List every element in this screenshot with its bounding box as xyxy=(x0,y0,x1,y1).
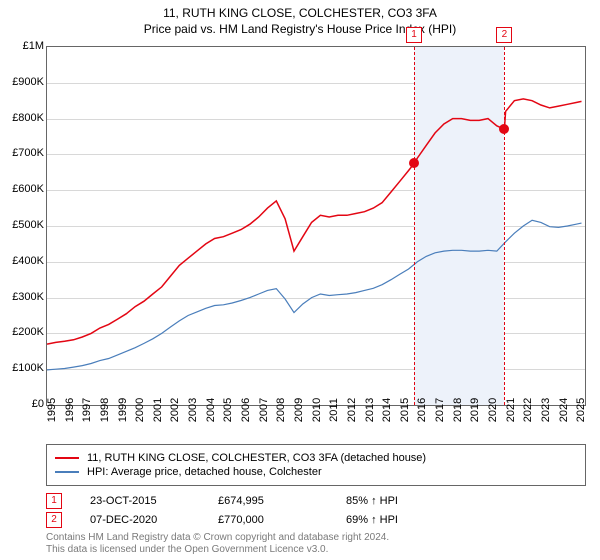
annotation-date: 07-DEC-2020 xyxy=(90,514,190,526)
footer-attribution: Contains HM Land Registry data © Crown c… xyxy=(46,532,389,556)
event-marker: 2 xyxy=(496,27,512,43)
y-axis-tick: £600K xyxy=(4,183,44,195)
event-dot xyxy=(499,124,509,134)
y-axis-tick: £400K xyxy=(4,255,44,267)
annotation-table: 1 23-OCT-2015 £674,995 85% ↑ HPI 2 07-DEC-202… xyxy=(46,490,586,531)
legend-item: HPI: Average price, detached house, Colc… xyxy=(55,466,577,478)
legend-swatch xyxy=(55,471,79,473)
y-axis-tick: £700K xyxy=(4,147,44,159)
annotation-price: £770,000 xyxy=(218,514,318,526)
event-dot xyxy=(409,158,419,168)
y-axis-tick: £900K xyxy=(4,76,44,88)
annotation-date: 23-OCT-2015 xyxy=(90,495,190,507)
y-axis-tick: £200K xyxy=(4,326,44,338)
legend-label: HPI: Average price, detached house, Colc… xyxy=(87,466,322,478)
y-axis-tick: £100K xyxy=(4,362,44,374)
chart-title: 11, RUTH KING CLOSE, COLCHESTER, CO3 3FA xyxy=(0,0,600,20)
legend-swatch xyxy=(55,457,79,459)
y-axis-tick: £1M xyxy=(4,40,44,52)
footer-line: This data is licensed under the Open Gov… xyxy=(46,544,389,556)
annotation-marker: 2 xyxy=(46,512,62,528)
annotation-row: 2 07-DEC-2020 £770,000 69% ↑ HPI xyxy=(46,512,586,528)
event-marker: 1 xyxy=(406,27,422,43)
legend: 11, RUTH KING CLOSE, COLCHESTER, CO3 3FA… xyxy=(46,444,586,486)
y-axis-tick: £300K xyxy=(4,291,44,303)
annotation-marker: 1 xyxy=(46,493,62,509)
y-axis-tick: £0 xyxy=(4,398,44,410)
annotation-row: 1 23-OCT-2015 £674,995 85% ↑ HPI xyxy=(46,493,586,509)
footer-line: Contains HM Land Registry data © Crown c… xyxy=(46,532,389,544)
annotation-price: £674,995 xyxy=(218,495,318,507)
annotation-delta: 69% ↑ HPI xyxy=(346,514,446,526)
legend-label: 11, RUTH KING CLOSE, COLCHESTER, CO3 3FA… xyxy=(87,452,426,464)
y-axis-tick: £500K xyxy=(4,219,44,231)
chart-plot-area: 12 xyxy=(46,46,586,406)
legend-item: 11, RUTH KING CLOSE, COLCHESTER, CO3 3FA… xyxy=(55,452,577,464)
annotation-delta: 85% ↑ HPI xyxy=(346,495,446,507)
y-axis-tick: £800K xyxy=(4,112,44,124)
